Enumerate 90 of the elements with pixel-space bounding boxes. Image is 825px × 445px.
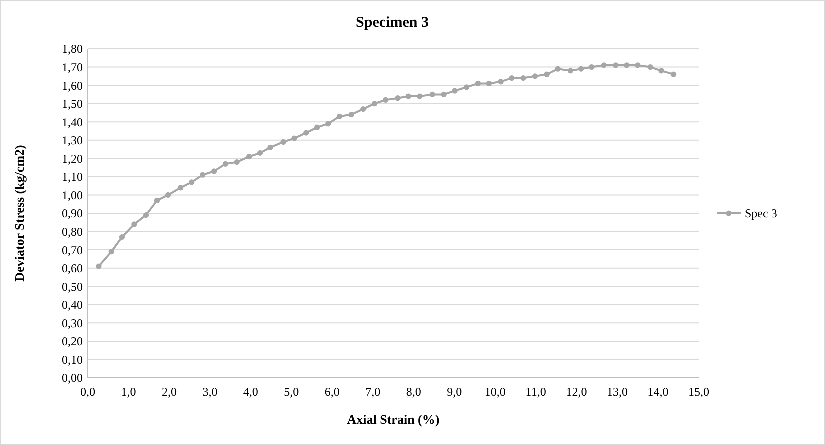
x-tick-label: 10,0: [484, 385, 506, 399]
y-tick-label: 1,40: [62, 115, 83, 130]
point: [613, 62, 619, 68]
point: [658, 68, 664, 74]
point: [464, 84, 470, 90]
point: [119, 234, 126, 240]
point: [132, 222, 138, 228]
point: [430, 92, 436, 98]
point: [258, 150, 264, 156]
point: [395, 96, 401, 102]
x-tick-label: 6,0: [324, 385, 340, 399]
point: [372, 101, 378, 107]
y-tick-label: 0,10: [62, 352, 83, 367]
point: [452, 88, 458, 94]
point: [280, 139, 286, 146]
y-tick-label: 1,60: [62, 78, 83, 93]
point: [475, 80, 482, 87]
x-tick-label: 14,0: [648, 385, 669, 399]
point: [624, 62, 630, 68]
y-tick-label: 1,00: [62, 188, 83, 202]
x-tick-label: 1,0: [121, 385, 136, 399]
chart-title: Specimen 3: [356, 15, 429, 31]
point: [178, 185, 184, 191]
y-tick-label: 0,80: [62, 224, 83, 239]
y-tick-label: 1,20: [62, 152, 83, 166]
point: [520, 75, 526, 82]
point: [417, 94, 423, 100]
x-tick-label: 15,0: [688, 385, 710, 399]
point: [589, 64, 595, 70]
y-tick-label: 1,10: [62, 170, 83, 184]
x-tick-label: 3,0: [202, 385, 218, 399]
point: [211, 168, 218, 174]
y-tick-label: 0,70: [62, 243, 83, 258]
y-tick-label: 0,00: [62, 371, 83, 386]
y-tick-label: 0,30: [62, 316, 83, 330]
point: [189, 180, 195, 186]
point: [108, 249, 114, 255]
point: [292, 136, 298, 142]
point: [601, 62, 607, 68]
y-tick-label: 0,40: [62, 298, 83, 312]
y-tick-label: 0,20: [62, 334, 83, 349]
point: [568, 68, 574, 74]
point: [441, 92, 447, 98]
x-axis-title: Axial Strain (%): [347, 412, 440, 427]
y-tick-label: 0,90: [62, 206, 83, 221]
point: [154, 198, 160, 204]
point: [326, 121, 332, 127]
y-tick-label: 1,80: [62, 42, 83, 56]
x-tick-label: 12,0: [566, 385, 588, 399]
y-tick-label: 0,60: [62, 262, 83, 276]
legend-label: Spec 3: [745, 206, 778, 221]
y-tick-label: 1,70: [62, 60, 83, 74]
x-tick-label: 7,0: [366, 385, 381, 399]
point: [406, 94, 412, 100]
x-tick-label: 2,0: [162, 385, 177, 399]
point: [382, 97, 389, 103]
point: [200, 172, 206, 178]
point: [486, 80, 492, 87]
x-tick-label: 0,0: [80, 385, 96, 399]
point: [578, 66, 584, 72]
x-tick-label: 8,0: [406, 385, 422, 399]
point: [165, 192, 172, 198]
point: [222, 161, 228, 167]
point: [498, 79, 504, 85]
y-axis-title: Deviator Stress (kg/cm2): [12, 145, 27, 282]
x-tick-label: 5,0: [284, 385, 300, 399]
point: [670, 72, 677, 78]
point: [96, 264, 102, 270]
point: [304, 130, 310, 136]
point: [360, 106, 366, 112]
point: [348, 112, 354, 118]
x-tick-label: 13,0: [607, 385, 628, 399]
point: [234, 160, 240, 166]
point: [648, 64, 654, 70]
point: [532, 74, 538, 80]
y-tick-label: 1,50: [62, 97, 83, 112]
point: [336, 114, 343, 120]
point: [544, 72, 550, 78]
point: [268, 144, 274, 150]
point: [246, 154, 252, 160]
point: [635, 62, 641, 68]
point: [314, 124, 320, 130]
x-tick-label: 4,0: [243, 385, 258, 399]
x-tick-label: 11,0: [526, 385, 546, 399]
y-tick-label: 1,30: [62, 134, 83, 148]
point: [509, 75, 515, 82]
point: [555, 66, 561, 72]
y-tick-label: 0,50: [62, 280, 83, 294]
x-tick-label: 9,0: [447, 385, 462, 399]
point: [143, 212, 150, 218]
